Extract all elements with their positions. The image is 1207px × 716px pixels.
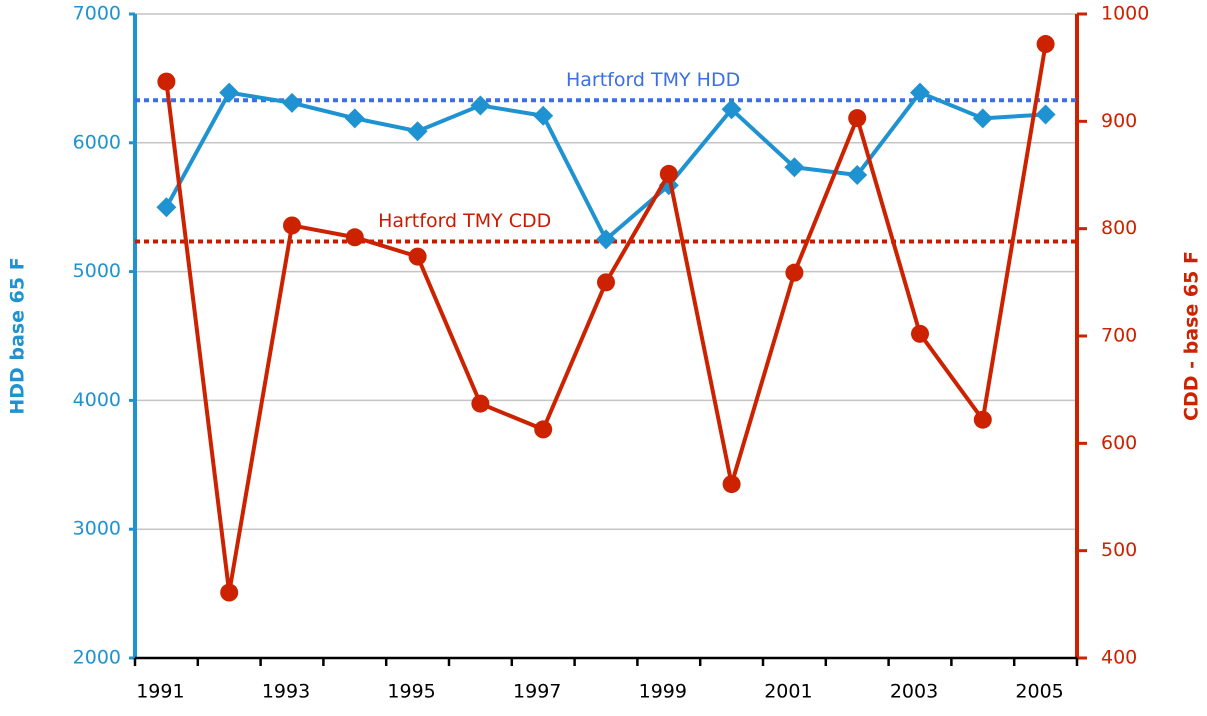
x-tick-label: 2001 — [764, 681, 812, 703]
y-tick-label: 7000 — [73, 3, 121, 25]
y-tick-label: 4000 — [73, 389, 121, 411]
y-tick-label: 2000 — [73, 647, 121, 669]
reference-label: Hartford TMY HDD — [566, 69, 740, 91]
marker — [470, 95, 491, 116]
marker — [407, 121, 428, 142]
y2-tick-label: 500 — [1101, 539, 1137, 561]
marker — [784, 157, 805, 178]
y2-tick-label: 400 — [1101, 647, 1137, 669]
x-tick-label: 1999 — [639, 681, 687, 703]
reference-label: Hartford TMY CDD — [378, 210, 551, 232]
marker — [848, 109, 867, 128]
marker — [911, 324, 929, 343]
marker — [972, 108, 993, 129]
x-tick-label: 1995 — [387, 681, 435, 703]
series-line — [164, 43, 1048, 595]
y2-tick-label: 700 — [1101, 325, 1137, 347]
marker — [408, 247, 427, 266]
series-line — [164, 90, 1046, 242]
y2-axis-title: CDD - base 65 F — [1181, 251, 1203, 421]
marker — [659, 164, 678, 183]
marker — [721, 99, 742, 120]
x-tick-label: 1991 — [136, 681, 184, 703]
x-tick-label: 1993 — [262, 681, 310, 703]
y2-tick-label: 900 — [1101, 110, 1137, 132]
marker — [847, 165, 868, 185]
y-tick-label: 6000 — [73, 131, 121, 153]
marker — [219, 82, 240, 103]
x-tick-label: 2005 — [1015, 681, 1063, 703]
x-tick-label: 2003 — [890, 681, 938, 703]
marker — [533, 105, 554, 126]
marker — [156, 197, 177, 218]
marker — [973, 410, 992, 429]
y-tick-label: 5000 — [73, 260, 121, 282]
marker — [596, 229, 616, 250]
marker — [1036, 35, 1055, 54]
marker — [345, 228, 364, 247]
marker — [597, 273, 615, 292]
marker — [471, 394, 490, 413]
marker — [282, 92, 302, 113]
y-tick-label: 3000 — [73, 518, 121, 540]
marker — [785, 263, 804, 282]
marker — [344, 108, 365, 129]
y2-tick-label: 600 — [1101, 432, 1137, 454]
y2-tick-label: 1000 — [1101, 3, 1149, 25]
marker — [283, 216, 301, 235]
y-axis-title: HDD base 65 F — [7, 257, 29, 414]
y2-tick-label: 800 — [1101, 217, 1137, 239]
marker — [157, 72, 176, 91]
marker — [534, 420, 553, 439]
marker — [910, 82, 930, 103]
marker — [722, 475, 741, 494]
marker — [1035, 104, 1056, 125]
marker — [220, 583, 239, 602]
x-tick-label: 1997 — [513, 681, 561, 703]
